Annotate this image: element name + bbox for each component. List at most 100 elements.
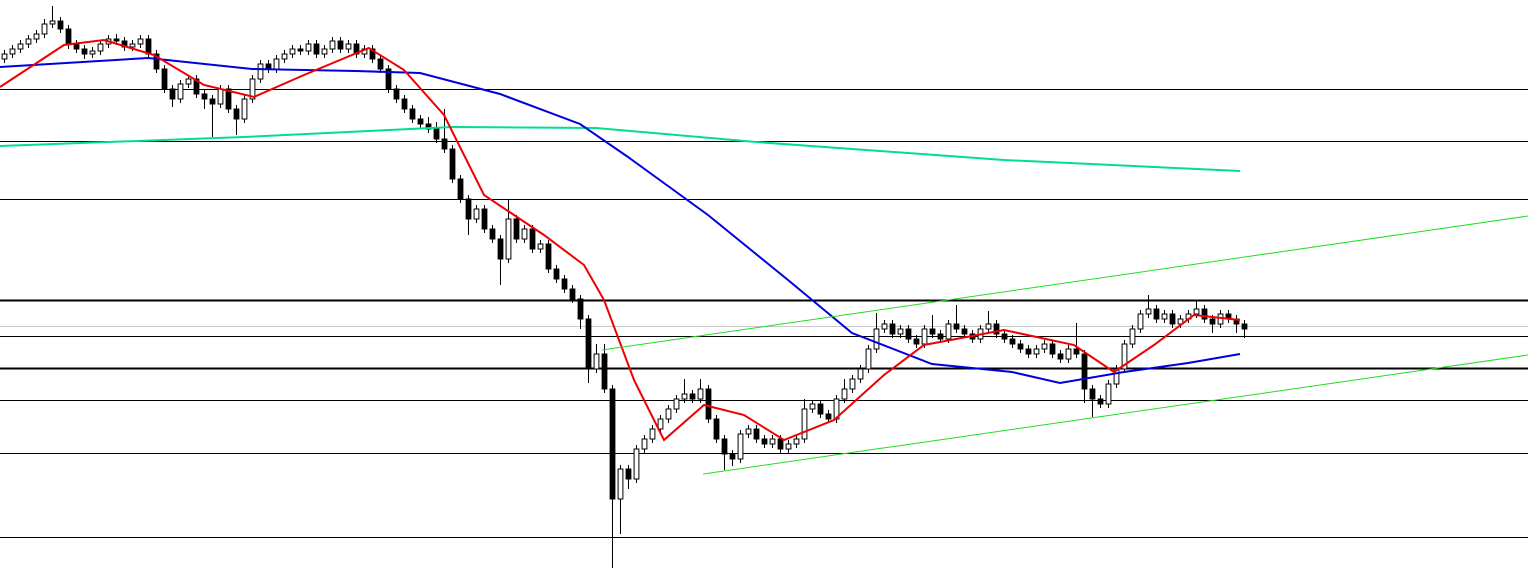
candle-body (1065, 348, 1072, 360)
candle-body (257, 63, 264, 80)
candle-body (1049, 343, 1056, 355)
indicator-line (703, 354, 1528, 475)
candle-body (1161, 313, 1168, 320)
candle-body (281, 53, 288, 60)
candle-body (737, 433, 744, 460)
candle-body (497, 238, 504, 260)
candle-body (1129, 328, 1136, 345)
indicator-line (601, 215, 1528, 351)
candle-body (1097, 398, 1104, 405)
candle-body (1241, 323, 1248, 330)
candle-body (513, 218, 520, 240)
candle-body (505, 218, 512, 260)
candle-body (417, 118, 424, 125)
candle-body (1105, 383, 1112, 405)
candle-body (713, 418, 720, 440)
candle-body (49, 20, 56, 25)
candle-body (1153, 308, 1160, 320)
candle-body (1001, 333, 1008, 340)
candle-body (665, 408, 672, 420)
candle-body (1017, 343, 1024, 350)
indicator-line (0, 56, 1241, 385)
candle-body (641, 438, 648, 450)
candle-body (401, 98, 408, 110)
candle-body (473, 208, 480, 220)
candle-body (705, 388, 712, 420)
candle-body (1057, 353, 1064, 360)
candle-body (441, 138, 448, 150)
candle-body (1025, 348, 1032, 355)
candle-body (297, 48, 304, 52)
candle-body (185, 78, 192, 85)
indicator-line (0, 38, 1241, 442)
candle-body (33, 33, 40, 40)
candle-body (57, 20, 64, 30)
candle-body (865, 348, 872, 370)
candle-body (129, 43, 136, 48)
candle-body (1033, 348, 1040, 355)
candle-body (329, 40, 336, 50)
candle-body (793, 438, 800, 445)
candle-body (241, 98, 248, 120)
candle-body (529, 228, 536, 250)
candle-body (409, 108, 416, 120)
candle-body (569, 288, 576, 300)
candle-body (113, 38, 120, 42)
candle-body (169, 88, 176, 100)
indicator-line (0, 125, 1241, 172)
candle-body (369, 48, 376, 60)
candle-body (225, 88, 232, 110)
candle-body (937, 333, 944, 340)
candle-body (137, 38, 144, 45)
candle-body (881, 323, 888, 330)
candle-body (65, 28, 72, 45)
candle-body (1041, 343, 1048, 350)
candle-body (73, 43, 80, 50)
candle-body (809, 403, 816, 410)
candle-body (1137, 313, 1144, 330)
candle-body (1121, 343, 1128, 370)
candle-body (289, 48, 296, 55)
candle-body (201, 93, 208, 100)
candle-body (89, 50, 96, 55)
candle-body (521, 228, 528, 240)
candle-body (97, 43, 104, 52)
candle-body (393, 88, 400, 100)
candle-body (233, 108, 240, 120)
candle-body (177, 83, 184, 100)
candle-body (921, 328, 928, 345)
candle-body (209, 98, 216, 105)
candle-body (489, 228, 496, 240)
candle-body (305, 43, 312, 52)
candle-body (721, 438, 728, 455)
candle-body (905, 328, 912, 340)
candle-body (561, 278, 568, 290)
candle-body (1081, 353, 1088, 390)
candle-body (873, 328, 880, 350)
candle-body (953, 323, 960, 330)
candle-body (753, 428, 760, 440)
candle-body (537, 243, 544, 250)
candle-body (681, 393, 688, 400)
candle-body (17, 43, 24, 50)
candle-body (385, 68, 392, 90)
candle-body (761, 438, 768, 445)
candle-body (617, 468, 624, 500)
candle-body (337, 40, 344, 50)
candle-body (657, 418, 664, 430)
candle-body (697, 388, 704, 400)
candle-body (313, 43, 320, 55)
candle-body (433, 128, 440, 140)
candle-body (1113, 368, 1120, 385)
candle-body (265, 63, 272, 70)
candle-body (649, 428, 656, 440)
candle-body (345, 43, 352, 50)
candle-body (1169, 313, 1176, 325)
candle-body (249, 78, 256, 100)
candle-body (193, 78, 200, 95)
candle-body (961, 328, 968, 335)
candle-body (153, 53, 160, 70)
